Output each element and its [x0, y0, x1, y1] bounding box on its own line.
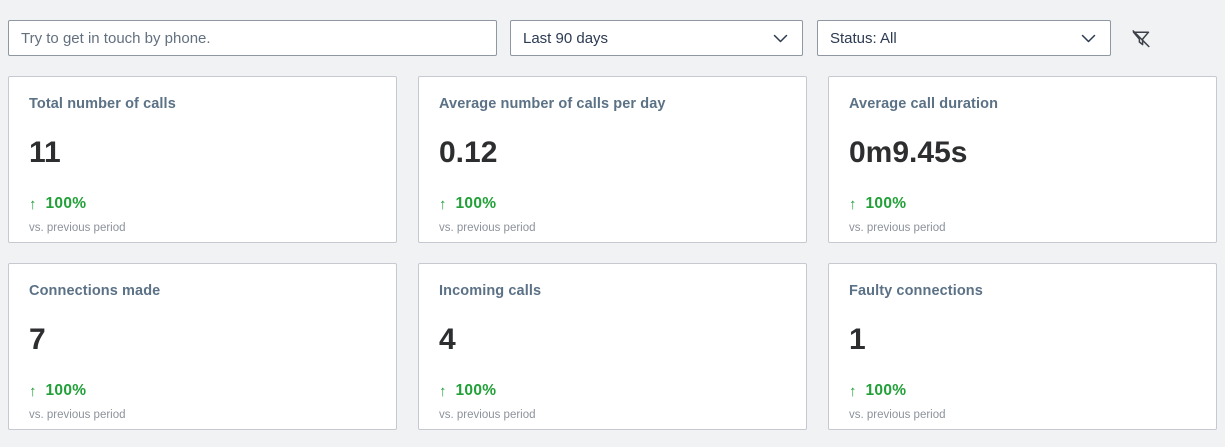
- stat-card-trend: ↑ 100%: [849, 195, 1196, 213]
- stat-card-trend: ↑ 100%: [849, 382, 1196, 400]
- trend-percent: 100%: [455, 382, 497, 399]
- stats-grid: Total number of calls 11 ↑ 100% vs. prev…: [8, 76, 1217, 430]
- stat-card-trend: ↑ 100%: [439, 195, 786, 213]
- stat-card-note: vs. previous period: [849, 409, 946, 421]
- stat-card-value: 11: [29, 136, 61, 169]
- status-dropdown-label: Status: All: [830, 29, 897, 47]
- filter-off-icon: [1132, 30, 1150, 48]
- stat-card-trend: ↑ 100%: [439, 382, 786, 400]
- stat-card-avg-calls-per-day: Average number of calls per day 0.12 ↑ 1…: [418, 76, 807, 243]
- stat-card-faulty-connections: Faulty connections 1 ↑ 100% vs. previous…: [828, 263, 1217, 430]
- stat-card-incoming-calls: Incoming calls 4 ↑ 100% vs. previous per…: [418, 263, 807, 430]
- stat-card-title: Average number of calls per day: [439, 96, 666, 112]
- stat-card-trend: ↑ 100%: [29, 195, 376, 213]
- search-input[interactable]: [8, 20, 497, 56]
- stat-card-title: Average call duration: [849, 96, 999, 112]
- stat-card-title: Incoming calls: [439, 283, 542, 299]
- stat-card-value: 0.12: [439, 136, 498, 169]
- trend-up-icon: ↑: [849, 195, 857, 213]
- trend-up-icon: ↑: [439, 195, 447, 213]
- stat-card-value: 4: [439, 323, 456, 356]
- stat-card-avg-call-duration: Average call duration 0m9.45s ↑ 100% vs.…: [828, 76, 1217, 243]
- stat-card-value: 7: [29, 323, 46, 356]
- stat-card-title: Connections made: [29, 283, 161, 299]
- period-dropdown[interactable]: Last 90 days: [510, 20, 803, 56]
- trend-percent: 100%: [865, 382, 907, 399]
- stat-card-note: vs. previous period: [439, 222, 536, 234]
- trend-percent: 100%: [45, 382, 87, 399]
- stat-card-value: 0m9.45s: [849, 136, 968, 169]
- trend-percent: 100%: [45, 195, 87, 212]
- stat-card-note: vs. previous period: [439, 409, 536, 421]
- stat-card-note: vs. previous period: [29, 222, 126, 234]
- chevron-down-icon: [1081, 34, 1096, 42]
- stat-card-note: vs. previous period: [849, 222, 946, 234]
- period-dropdown-label: Last 90 days: [523, 29, 609, 47]
- trend-percent: 100%: [865, 195, 907, 212]
- trend-up-icon: ↑: [29, 195, 37, 213]
- stat-card-connections-made: Connections made 7 ↑ 100% vs. previous p…: [8, 263, 397, 430]
- stat-card-trend: ↑ 100%: [29, 382, 376, 400]
- chevron-down-icon: [773, 34, 788, 42]
- stat-card-total-calls: Total number of calls 11 ↑ 100% vs. prev…: [8, 76, 397, 243]
- trend-up-icon: ↑: [849, 382, 857, 400]
- trend-up-icon: ↑: [439, 382, 447, 400]
- stat-card-title: Total number of calls: [29, 96, 176, 112]
- trend-percent: 100%: [455, 195, 497, 212]
- trend-up-icon: ↑: [29, 382, 37, 400]
- stat-card-value: 1: [849, 323, 866, 356]
- stat-card-note: vs. previous period: [29, 409, 126, 421]
- stat-card-title: Faulty connections: [849, 283, 983, 299]
- status-dropdown[interactable]: Status: All: [817, 20, 1111, 56]
- clear-filters-button[interactable]: [1126, 25, 1156, 53]
